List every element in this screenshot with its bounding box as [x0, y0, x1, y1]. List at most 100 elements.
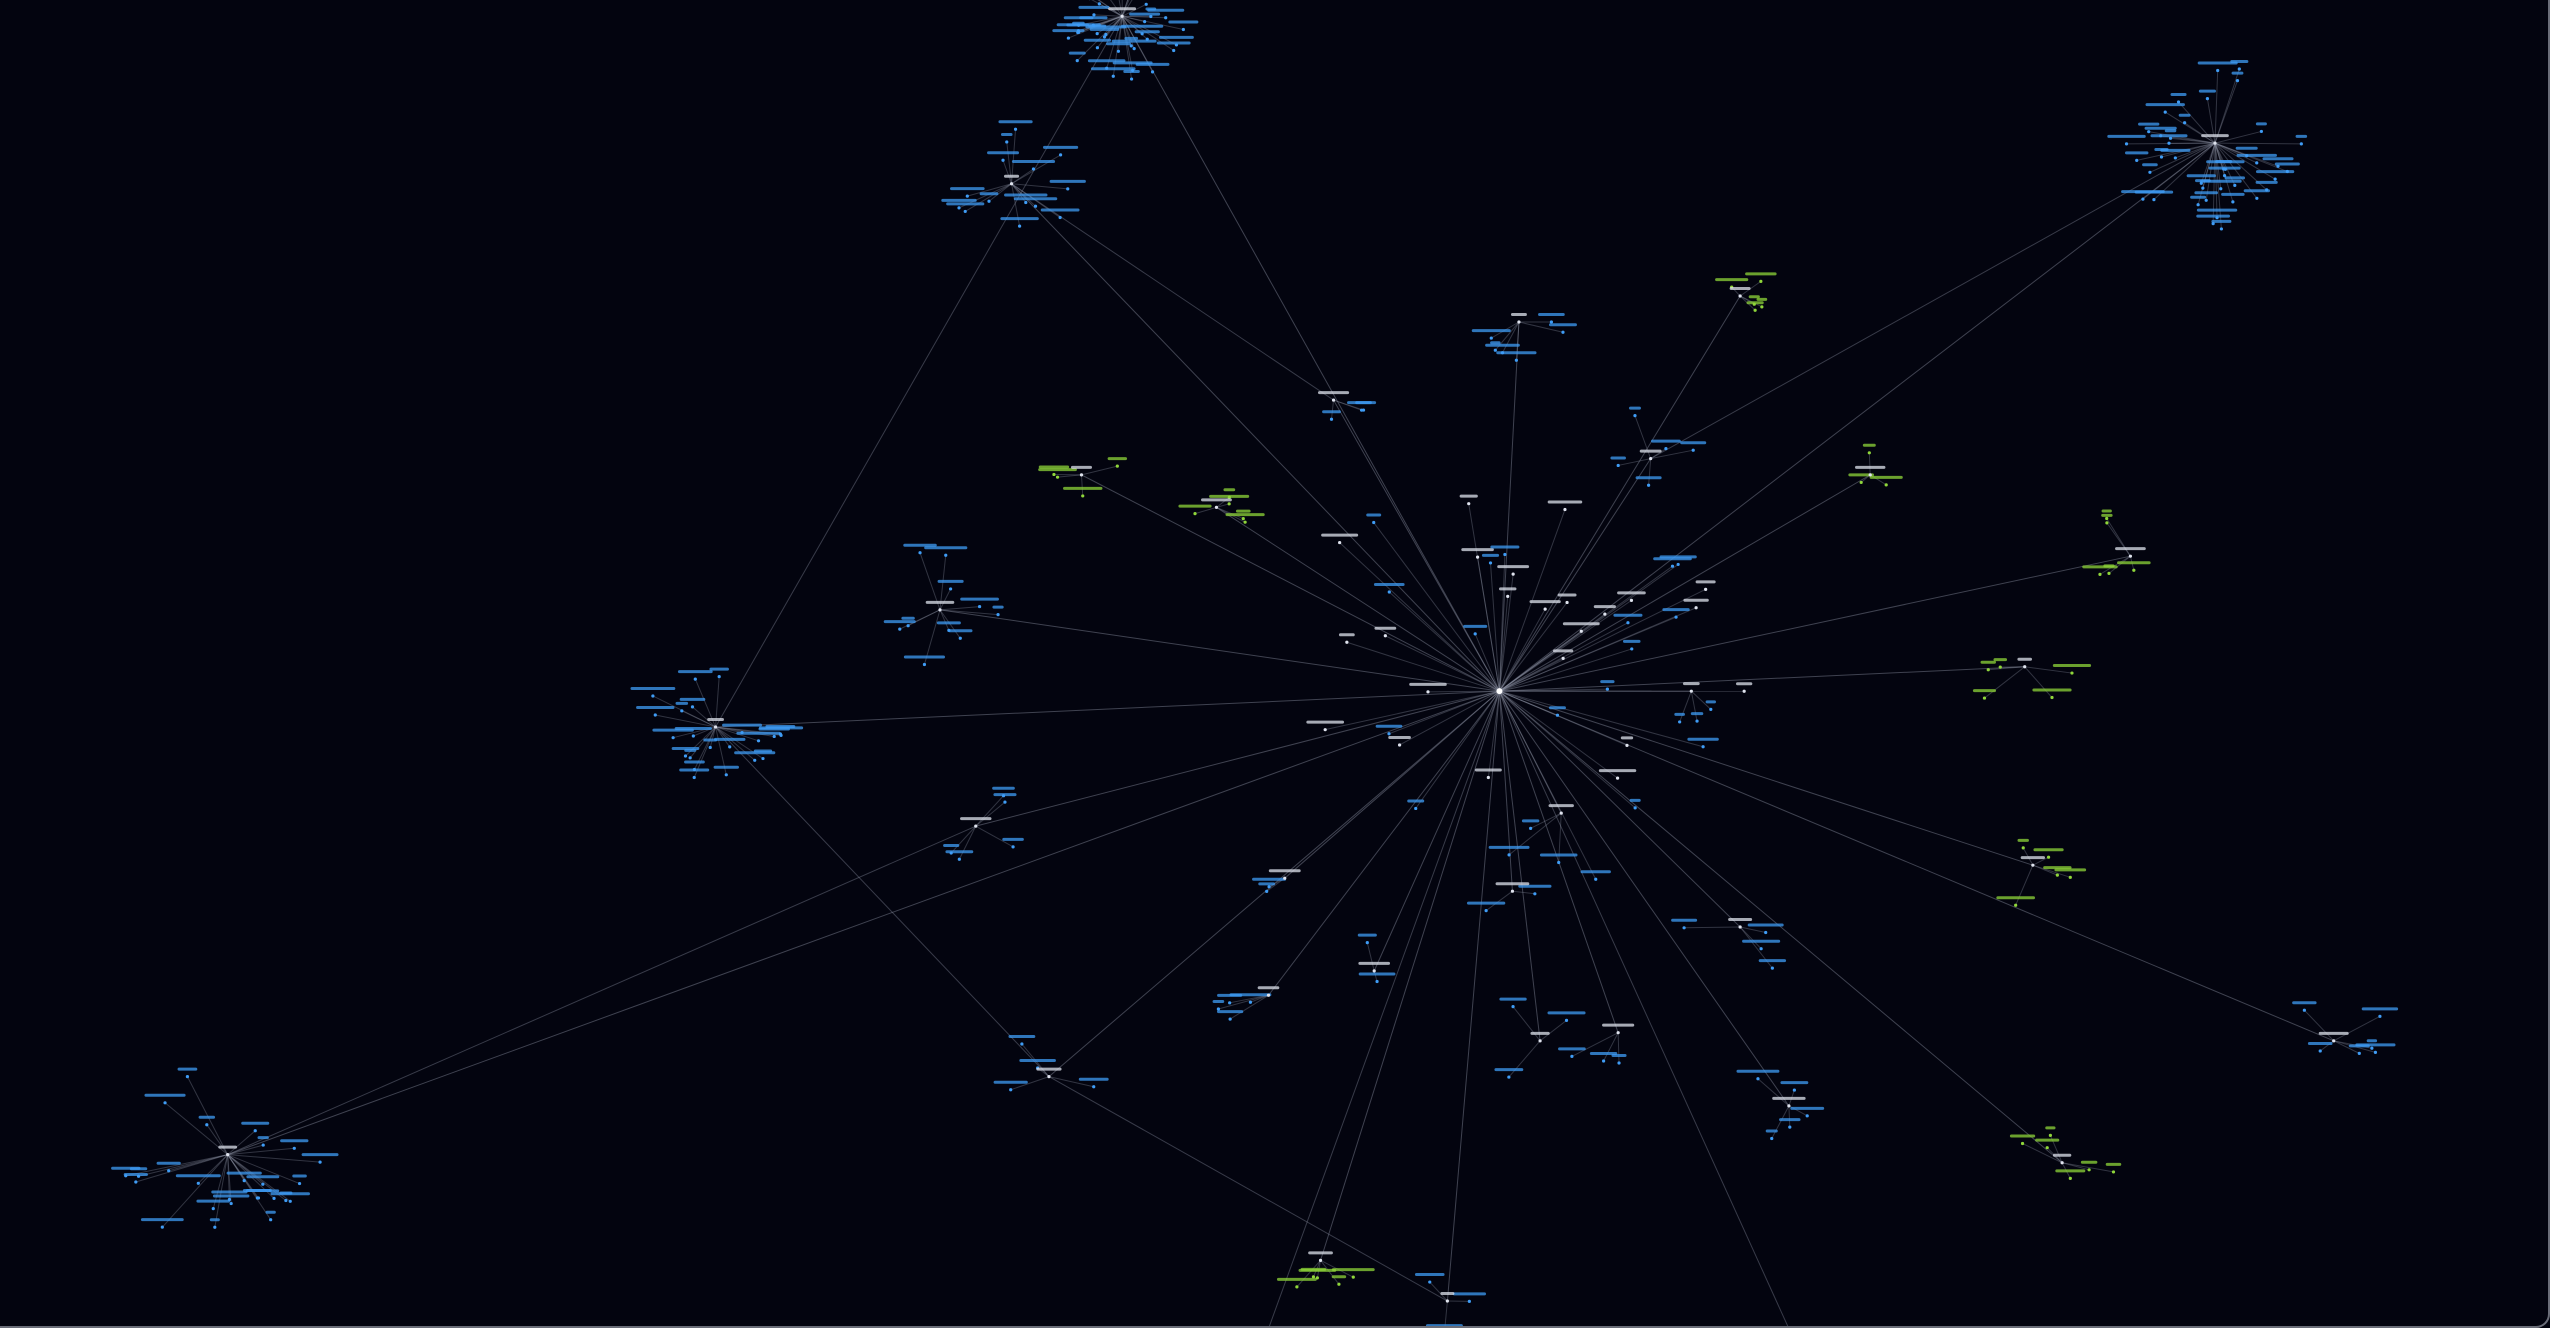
- node: [1859, 480, 1863, 485]
- edge: [1499, 690, 1618, 779]
- node-label: [1499, 587, 1517, 591]
- edge: [1057, 474, 1082, 478]
- edge: [227, 1154, 264, 1185]
- node: [996, 613, 1000, 617]
- node: [958, 636, 962, 640]
- node-label: [936, 621, 961, 625]
- node: [1228, 1017, 1232, 1021]
- node-label: [1600, 680, 1615, 684]
- node-label: [1209, 494, 1250, 498]
- node-label: [1611, 1054, 1627, 1058]
- node: [1770, 1136, 1774, 1141]
- edge: [1011, 168, 1034, 185]
- node: [1047, 1074, 1051, 1079]
- edge: [125, 1154, 228, 1177]
- node: [2111, 1170, 2116, 1174]
- edge: [1333, 399, 1500, 692]
- node-label: [1008, 1035, 1036, 1039]
- node-label: [1425, 1324, 1463, 1326]
- edge: [1121, 15, 1148, 40]
- node-label: [1683, 598, 1709, 602]
- node-label: [1529, 600, 1561, 604]
- node-label: [2052, 1153, 2072, 1157]
- edge: [1539, 1020, 1567, 1042]
- node: [1144, 2, 1148, 6]
- edge: [164, 1102, 228, 1156]
- edge: [923, 609, 941, 665]
- node-label: [2033, 848, 2064, 852]
- node-label: [2194, 191, 2218, 195]
- node: [1149, 14, 1153, 19]
- node-label: [2052, 664, 2092, 668]
- node: [2378, 1014, 2382, 1018]
- node: [1694, 606, 1698, 610]
- node-label: [2144, 126, 2177, 130]
- node: [728, 745, 732, 749]
- node: [1375, 979, 1379, 984]
- node-label: [2307, 1041, 2333, 1045]
- node-label: [211, 1190, 248, 1194]
- node-label: [198, 1115, 216, 1119]
- node-label: [1488, 845, 1530, 849]
- node: [1295, 1285, 1299, 1289]
- edge: [1618, 458, 1651, 466]
- edge: [899, 609, 941, 630]
- edge: [939, 609, 950, 631]
- edge: [709, 726, 717, 748]
- node-label: [1052, 29, 1085, 33]
- node-label: [2231, 71, 2244, 75]
- edge: [1081, 465, 1118, 476]
- node-label: [713, 765, 739, 769]
- edge: [1093, 14, 1123, 17]
- node-label: [1134, 30, 1160, 34]
- node-label: [2274, 162, 2300, 166]
- edge: [1684, 926, 1741, 929]
- edge: [958, 825, 977, 860]
- node-label: [993, 793, 1017, 797]
- node-label: [960, 817, 992, 821]
- edge: [2170, 137, 2216, 144]
- node-label: [241, 1121, 270, 1125]
- edge: [227, 1144, 264, 1156]
- node: [1058, 153, 1063, 157]
- node-label: [684, 760, 705, 764]
- node: [1265, 889, 1269, 893]
- node: [772, 734, 776, 739]
- node: [987, 199, 991, 203]
- node: [671, 736, 675, 740]
- edge: [1650, 449, 1694, 460]
- node: [2199, 181, 2203, 185]
- node-label: [1610, 456, 1626, 460]
- node: [1228, 1001, 1232, 1005]
- node-label: [2142, 163, 2158, 167]
- edge: [1498, 596, 1509, 692]
- edge: [1097, 0, 1123, 17]
- edge: [1650, 142, 2216, 460]
- node: [1488, 561, 1493, 565]
- node-label: [2117, 561, 2151, 565]
- edge: [1499, 690, 1790, 1107]
- node: [1514, 358, 1518, 362]
- node: [2176, 100, 2181, 104]
- node-label: [1088, 24, 1107, 28]
- node: [1095, 46, 1099, 50]
- edge: [1498, 608, 1546, 692]
- edge: [1427, 690, 1500, 693]
- node-label: [1481, 553, 1500, 557]
- node: [1003, 800, 1007, 804]
- edge: [1011, 183, 1500, 692]
- edge: [1333, 399, 1364, 411]
- node: [1105, 66, 1109, 70]
- edge: [1385, 635, 1500, 692]
- edge: [1499, 555, 2131, 692]
- node-label: [280, 1139, 309, 1143]
- node: [1331, 398, 1336, 402]
- node-label: [901, 616, 915, 620]
- edge: [1429, 1281, 1448, 1302]
- node-label: [2170, 92, 2187, 96]
- node-label: [1145, 7, 1157, 11]
- node: [1561, 330, 1565, 334]
- node-label: [2230, 59, 2249, 63]
- edge: [1121, 3, 1147, 17]
- node-label: [1298, 1268, 1337, 1272]
